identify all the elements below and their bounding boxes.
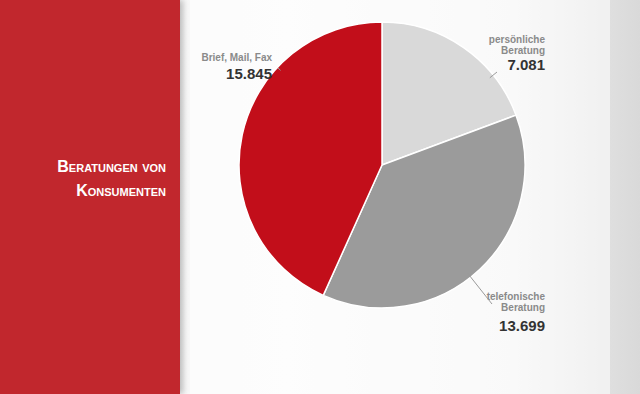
leader-line (490, 72, 497, 78)
label-line: Beratung (501, 302, 545, 313)
category-label: Brief, Mail, Fax (201, 52, 272, 63)
paper (190, 0, 610, 394)
slices (239, 22, 525, 308)
value-label: 7.081 (507, 56, 545, 73)
label-line: Beratung (501, 45, 545, 56)
category-label: telefonischeBeratung (487, 291, 546, 313)
category-label: persönlicheBeratung (489, 34, 546, 56)
value-label: 13.699 (499, 317, 545, 334)
label-line: Brief, Mail, Fax (201, 52, 272, 63)
chart-title: Beratungen von Konsumenten (18, 155, 166, 203)
labels: persönlicheBeratung7.081telefonischeBera… (201, 34, 545, 334)
leader-line (468, 274, 492, 304)
value-label: 15.845 (226, 65, 272, 82)
chart-svg: persönlicheBeratung7.081telefonischeBera… (0, 0, 640, 394)
label-line: persönliche (489, 34, 546, 45)
leader-line (278, 68, 281, 70)
label-line: telefonische (487, 291, 546, 302)
pie-slice (239, 22, 382, 295)
